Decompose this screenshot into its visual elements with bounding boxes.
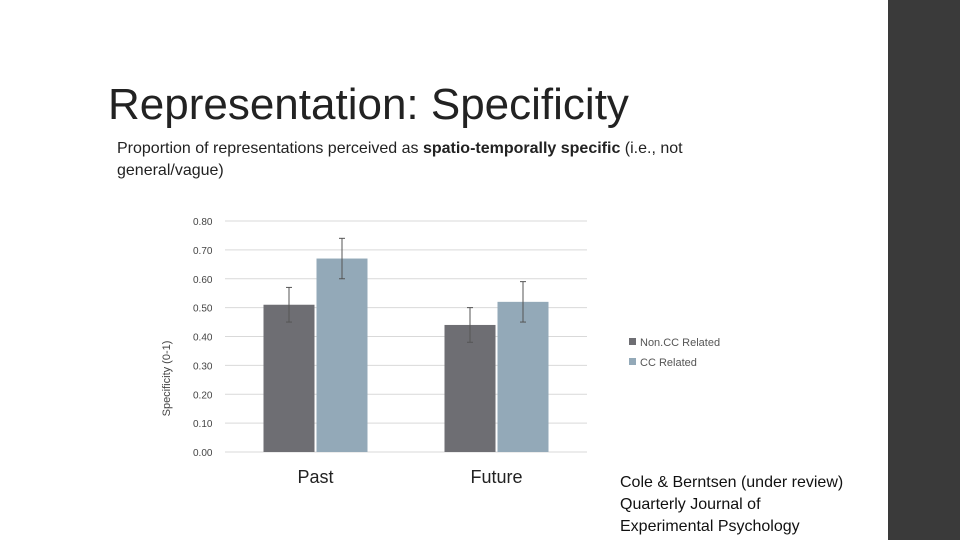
y-tick-label: 0.70 [193,246,213,257]
citation: Cole & Berntsen (under review) Quarterly… [620,472,843,538]
y-tick-label: 0.10 [193,419,213,430]
specificity-bar-chart: 0.00 0.10 0.20 0.30 0.40 0.50 0.60 0.70 0.80 Spec… [150,205,750,495]
y-tick-label: 0.40 [193,333,213,344]
bar-cc-past [316,258,368,452]
citation-line-3: Experimental Psychology [620,518,800,535]
y-axis-label: Specificity (0-1) [161,341,173,417]
page-title: Representation: Specificity [108,80,629,129]
sidebar-band [888,0,960,540]
y-tick-label: 0.30 [193,361,213,372]
subtitle-text-start: Proportion of representations perceived … [117,140,423,157]
bar-noncc-past [263,304,315,452]
legend-swatch [629,358,636,365]
citation-line-2: Quarterly Journal of [620,496,761,513]
y-tick-label: 0.80 [193,217,213,228]
y-tick-label: 0.20 [193,390,213,401]
subtitle-text-end: (i.e., not general/vague) [117,140,683,179]
legend-swatch [629,338,636,345]
bar-cc-future [497,301,549,452]
page-subtitle: Proportion of representations perceived … [117,138,777,182]
y-tick-label: 0.50 [193,304,213,315]
legend-label: CC Related [640,357,697,369]
subtitle-bold-text: spatio-temporally specific [422,140,621,157]
bar-noncc-future [444,324,496,452]
legend-label: Non.CC Related [640,337,720,349]
y-tick-label: 0.00 [193,448,213,459]
chart-svg: 0.00 0.10 0.20 0.30 0.40 0.50 0.60 0.70 0.80 Spec… [161,217,720,487]
x-category-label: Future [470,467,522,487]
y-tick-label: 0.60 [193,275,213,286]
citation-line-1: Cole & Berntsen (under review) [620,474,844,491]
x-category-label: Past [297,467,333,487]
